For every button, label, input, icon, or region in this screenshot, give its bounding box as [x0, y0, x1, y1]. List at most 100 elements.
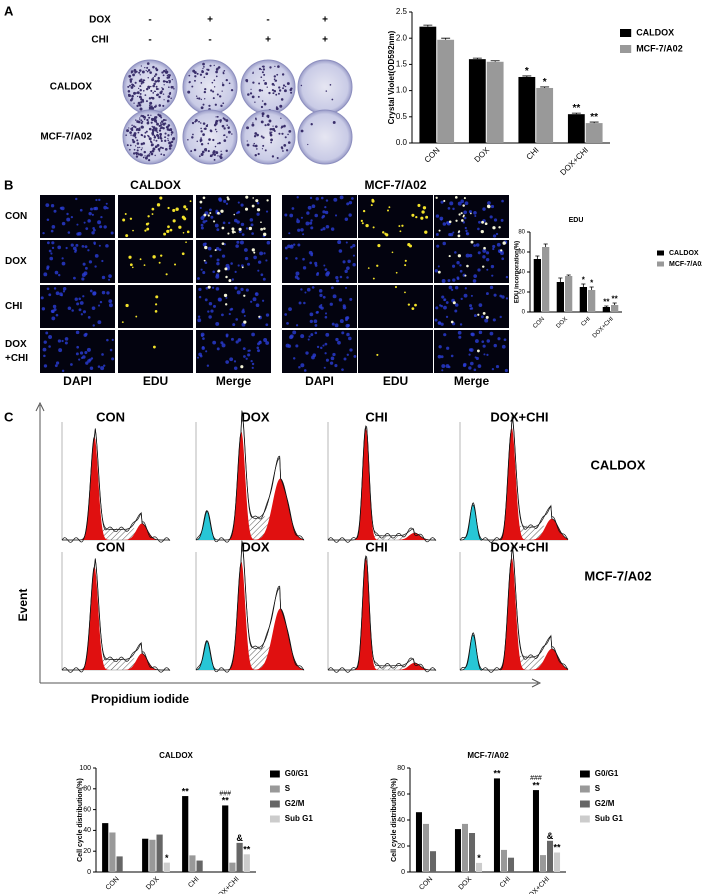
colony — [127, 90, 131, 93]
colony — [282, 87, 285, 90]
significance-mark: * — [590, 279, 594, 288]
colony — [155, 121, 158, 124]
colony — [263, 79, 265, 82]
nucleus — [99, 225, 103, 229]
colony — [150, 143, 154, 147]
nucleus — [495, 364, 500, 369]
colony — [219, 95, 222, 98]
nucleus — [452, 207, 455, 211]
nucleus — [314, 213, 319, 218]
nucleus — [310, 219, 313, 222]
colony — [142, 156, 145, 159]
colony — [149, 101, 153, 105]
colony — [151, 96, 155, 100]
colony — [145, 87, 149, 91]
colony — [278, 86, 281, 89]
edu-signal — [421, 210, 425, 214]
colony — [147, 77, 149, 79]
nucleus — [475, 243, 480, 247]
colony — [307, 143, 309, 146]
histogram-outline — [62, 428, 170, 541]
histogram-axes — [327, 422, 436, 541]
colony — [200, 130, 203, 132]
nucleus — [305, 351, 309, 355]
treatment-sign: + — [265, 35, 271, 46]
bar — [236, 842, 243, 872]
colony — [194, 79, 196, 82]
nucleus — [211, 286, 215, 289]
colony — [215, 116, 217, 118]
x-tick-label: CHI — [187, 876, 201, 890]
nucleus — [197, 277, 200, 280]
nucleus — [497, 337, 501, 341]
nucleus — [265, 341, 270, 345]
colony — [202, 122, 206, 125]
row-label: CALDOX — [50, 82, 93, 93]
colony — [221, 90, 223, 92]
nucleus — [251, 366, 254, 369]
colony — [138, 87, 140, 90]
nucleus — [324, 210, 329, 215]
colony — [152, 65, 155, 69]
nucleus — [111, 357, 115, 361]
nucleus — [257, 260, 262, 264]
nucleus — [314, 331, 318, 335]
colony — [267, 116, 270, 119]
colony — [144, 155, 146, 157]
colony — [136, 91, 140, 95]
colony — [278, 132, 281, 135]
edu-signal — [370, 204, 373, 207]
error-bar — [612, 302, 617, 305]
y-tick-label: 2.0 — [396, 33, 408, 42]
edu-signal — [482, 265, 485, 268]
bar — [454, 829, 461, 872]
colony — [208, 138, 211, 141]
colony — [152, 147, 156, 151]
y-axis-label: Crystal Violet(OD592nm) — [387, 30, 396, 124]
nucleus — [447, 207, 451, 210]
colony — [281, 132, 284, 135]
colony — [148, 104, 151, 107]
nucleus — [285, 257, 288, 260]
colony — [200, 137, 202, 139]
colony — [145, 100, 148, 103]
nucleus — [324, 205, 327, 209]
colony — [252, 144, 255, 147]
nucleus — [318, 305, 322, 309]
colony — [152, 84, 155, 88]
nucleus — [74, 297, 78, 301]
row-label: MCF-7/A02 — [40, 132, 92, 143]
colony — [159, 122, 162, 124]
colony — [147, 85, 151, 89]
error-bar — [535, 255, 540, 259]
edu-signal — [486, 204, 491, 208]
phase-sub-g1 — [196, 640, 304, 670]
nucleus — [229, 357, 234, 362]
colony — [187, 138, 189, 141]
nucleus — [257, 342, 260, 346]
legend-label: CALDOX — [636, 27, 674, 37]
colony — [155, 85, 158, 88]
edu-signal — [125, 303, 129, 308]
colony — [225, 119, 229, 123]
nucleus — [58, 348, 63, 353]
panel-letter: A — [4, 3, 14, 18]
phase-g1 — [62, 566, 170, 670]
edu-signal — [376, 264, 379, 267]
phase-g2m — [196, 608, 304, 670]
colony — [167, 95, 171, 98]
nucleus — [287, 344, 292, 348]
nucleus — [242, 347, 246, 351]
colony — [263, 73, 266, 76]
nucleus — [89, 366, 94, 370]
nucleus — [443, 298, 447, 302]
edu-signal — [481, 220, 484, 224]
nucleus — [473, 244, 477, 247]
nucleus — [290, 244, 293, 247]
nucleus — [84, 350, 88, 355]
nucleus — [465, 232, 468, 235]
bar — [493, 778, 500, 872]
colony — [269, 131, 271, 133]
nucleus — [312, 353, 317, 358]
colony — [140, 101, 143, 104]
